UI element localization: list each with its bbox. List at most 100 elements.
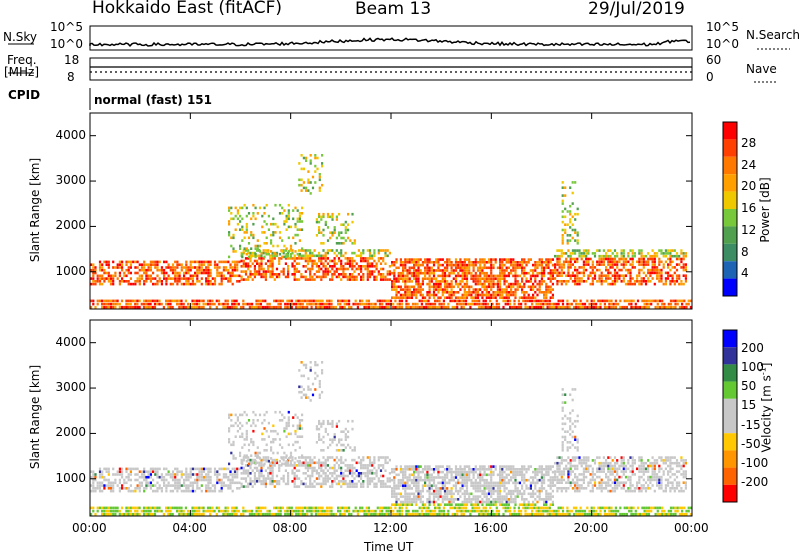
- power-cell: [468, 266, 471, 270]
- power-cell: [543, 296, 546, 299]
- power-cell: [649, 268, 652, 272]
- velocity-cell: [353, 485, 356, 488]
- velocity-cell: [531, 512, 534, 516]
- power-cell: [538, 258, 541, 261]
- power-cell: [318, 212, 321, 216]
- power-cell: [228, 220, 231, 223]
- power-cell: [465, 271, 469, 275]
- velocity-cell: [350, 512, 353, 516]
- power-cell: [311, 278, 314, 281]
- power-cell: [297, 302, 300, 306]
- velocity-cell: [454, 470, 458, 474]
- power-cell: [428, 285, 431, 289]
- velocity-cell: [105, 506, 108, 510]
- velocity-cell: [293, 480, 296, 483]
- velocity-cell: [103, 509, 106, 513]
- velocity-cell: [362, 472, 365, 475]
- power-cell: [402, 296, 405, 299]
- velocity-cell: [163, 478, 166, 482]
- velocity-cell: [304, 458, 307, 462]
- power-cell: [532, 296, 535, 299]
- power-cell: [476, 293, 480, 297]
- power-cell: [684, 266, 687, 269]
- power-cell: [667, 249, 670, 252]
- velocity-cell: [453, 512, 456, 516]
- power-cell: [567, 249, 570, 252]
- velocity-cell: [278, 469, 281, 472]
- power-cell: [547, 266, 550, 270]
- velocity-cell: [309, 485, 312, 488]
- power-cell: [96, 302, 99, 306]
- velocity-cell: [641, 506, 644, 510]
- power-cell: [391, 296, 394, 299]
- power-cell: [631, 254, 634, 258]
- power-cell: [578, 277, 581, 280]
- power-cell: [134, 266, 137, 269]
- power-cell: [525, 261, 528, 264]
- power-cell: [184, 305, 187, 309]
- power-cell: [586, 305, 589, 309]
- velocity-cell: [465, 489, 469, 493]
- power-cell: [523, 261, 526, 264]
- velocity-cell: [127, 506, 130, 510]
- velocity-cell: [485, 481, 488, 485]
- power-cell: [561, 236, 564, 240]
- power-cell: [216, 274, 219, 278]
- velocity-cell: [612, 512, 615, 516]
- velocity-cell: [200, 470, 203, 473]
- power-cell: [630, 302, 633, 306]
- velocity-cell: [217, 509, 221, 513]
- velocity-cell: [182, 512, 185, 516]
- velocity-cell: [185, 489, 188, 493]
- power-cell: [277, 299, 280, 303]
- power-cell: [240, 259, 243, 263]
- power-cell: [309, 251, 312, 255]
- velocity-cell: [386, 477, 389, 480]
- velocity-cell: [553, 509, 556, 513]
- power-cell: [590, 299, 593, 303]
- velocity-cell: [191, 509, 194, 513]
- power-cell: [592, 302, 595, 306]
- power-cell: [553, 305, 556, 309]
- power-cell: [533, 299, 536, 303]
- power-cell: [427, 302, 430, 306]
- velocity-cell: [94, 478, 97, 482]
- velocity-cell: [478, 506, 481, 510]
- power-cell: [288, 302, 291, 306]
- velocity-cell: [220, 478, 223, 482]
- power-cell: [507, 274, 510, 278]
- power-cell: [499, 280, 502, 283]
- power-cell: [260, 254, 263, 258]
- velocity-cell: [465, 503, 469, 506]
- velocity-cell: [427, 509, 430, 513]
- power-cell: [463, 282, 466, 286]
- power-cell: [576, 207, 579, 211]
- power-cell: [580, 266, 583, 269]
- velocity-cell: [103, 467, 106, 471]
- power-cell: [286, 302, 289, 306]
- velocity-cell: [404, 470, 407, 474]
- velocity-cell: [487, 468, 491, 471]
- power-cell: [386, 278, 389, 281]
- velocity-cell: [152, 467, 155, 471]
- power-cell: [538, 282, 541, 286]
- velocity-cell: [103, 512, 106, 516]
- power-cell: [492, 277, 495, 280]
- power-cell: [275, 305, 278, 309]
- power-cell: [278, 259, 281, 263]
- power-cell: [348, 259, 352, 263]
- velocity-cell: [652, 506, 655, 510]
- power-cell: [282, 251, 285, 255]
- power-cell: [446, 285, 449, 289]
- power-cell: [598, 277, 601, 280]
- velocity-cell: [193, 512, 196, 516]
- power-cell: [112, 299, 115, 303]
- velocity-cell: [268, 512, 271, 516]
- power-cell: [408, 280, 411, 283]
- velocity-cell: [650, 506, 653, 510]
- power-cell: [169, 299, 172, 303]
- velocity-cell: [628, 506, 631, 510]
- power-cell: [294, 206, 297, 210]
- velocity-cell: [483, 468, 486, 471]
- velocity-cell: [328, 506, 331, 510]
